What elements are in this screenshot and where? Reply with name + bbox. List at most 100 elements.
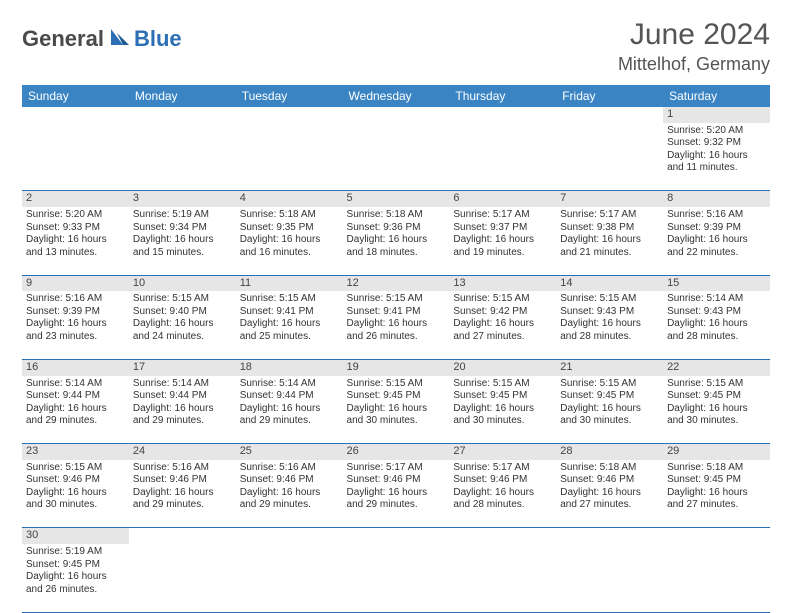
day-number-cell (22, 107, 129, 123)
daylight-line: Daylight: 16 hours and 23 minutes. (26, 318, 125, 343)
day-number-row: 1 (22, 107, 770, 123)
day-number-cell: 28 (556, 444, 663, 460)
sunrise-line: Sunrise: 5:15 AM (667, 378, 766, 391)
day-number-cell: 20 (449, 359, 556, 375)
day-number-cell: 15 (663, 275, 770, 291)
sunset-line: Sunset: 9:35 PM (240, 222, 339, 235)
weekday-header: Saturday (663, 85, 770, 107)
daylight-line: Daylight: 16 hours and 29 minutes. (347, 487, 446, 512)
daylight-line: Daylight: 16 hours and 21 minutes. (560, 234, 659, 259)
day-cell: Sunrise: 5:16 AMSunset: 9:39 PMDaylight:… (22, 291, 129, 359)
sunrise-line: Sunrise: 5:15 AM (347, 378, 446, 391)
day-cell: Sunrise: 5:15 AMSunset: 9:45 PMDaylight:… (663, 376, 770, 444)
day-content-row: Sunrise: 5:16 AMSunset: 9:39 PMDaylight:… (22, 291, 770, 359)
daylight-line: Daylight: 16 hours and 28 minutes. (667, 318, 766, 343)
day-number-cell: 27 (449, 444, 556, 460)
day-number-cell: 22 (663, 359, 770, 375)
sunset-line: Sunset: 9:46 PM (560, 474, 659, 487)
daylight-line: Daylight: 16 hours and 27 minutes. (453, 318, 552, 343)
sunrise-line: Sunrise: 5:18 AM (347, 209, 446, 222)
day-number-cell (343, 107, 450, 123)
day-number-row: 30 (22, 528, 770, 544)
day-cell: Sunrise: 5:16 AMSunset: 9:46 PMDaylight:… (129, 460, 236, 528)
daylight-line: Daylight: 16 hours and 29 minutes. (133, 487, 232, 512)
day-number-cell: 14 (556, 275, 663, 291)
day-number-cell: 18 (236, 359, 343, 375)
sunset-line: Sunset: 9:46 PM (347, 474, 446, 487)
day-cell (556, 544, 663, 612)
day-content-row: Sunrise: 5:15 AMSunset: 9:46 PMDaylight:… (22, 460, 770, 528)
day-cell: Sunrise: 5:20 AMSunset: 9:33 PMDaylight:… (22, 207, 129, 275)
sunrise-line: Sunrise: 5:17 AM (453, 462, 552, 475)
sunrise-line: Sunrise: 5:18 AM (560, 462, 659, 475)
sunset-line: Sunset: 9:45 PM (560, 390, 659, 403)
daylight-line: Daylight: 16 hours and 28 minutes. (560, 318, 659, 343)
sunrise-line: Sunrise: 5:14 AM (133, 378, 232, 391)
sunset-line: Sunset: 9:43 PM (560, 306, 659, 319)
daylight-line: Daylight: 16 hours and 29 minutes. (26, 403, 125, 428)
day-cell: Sunrise: 5:16 AMSunset: 9:46 PMDaylight:… (236, 460, 343, 528)
sunset-line: Sunset: 9:37 PM (453, 222, 552, 235)
daylight-line: Daylight: 16 hours and 16 minutes. (240, 234, 339, 259)
day-content-row: Sunrise: 5:14 AMSunset: 9:44 PMDaylight:… (22, 376, 770, 444)
sunset-line: Sunset: 9:46 PM (240, 474, 339, 487)
sunrise-line: Sunrise: 5:16 AM (133, 462, 232, 475)
day-content-row: Sunrise: 5:20 AMSunset: 9:32 PMDaylight:… (22, 123, 770, 191)
daylight-line: Daylight: 16 hours and 22 minutes. (667, 234, 766, 259)
day-cell (449, 544, 556, 612)
daylight-line: Daylight: 16 hours and 30 minutes. (26, 487, 125, 512)
day-cell (129, 123, 236, 191)
day-number-row: 16171819202122 (22, 359, 770, 375)
day-number-cell (236, 107, 343, 123)
day-number-cell: 3 (129, 191, 236, 207)
day-cell: Sunrise: 5:14 AMSunset: 9:44 PMDaylight:… (236, 376, 343, 444)
day-cell: Sunrise: 5:15 AMSunset: 9:45 PMDaylight:… (343, 376, 450, 444)
day-cell: Sunrise: 5:15 AMSunset: 9:45 PMDaylight:… (556, 376, 663, 444)
sunrise-line: Sunrise: 5:15 AM (453, 293, 552, 306)
daylight-line: Daylight: 16 hours and 25 minutes. (240, 318, 339, 343)
sunrise-line: Sunrise: 5:17 AM (453, 209, 552, 222)
sunset-line: Sunset: 9:44 PM (133, 390, 232, 403)
sunset-line: Sunset: 9:45 PM (347, 390, 446, 403)
sunrise-line: Sunrise: 5:19 AM (133, 209, 232, 222)
daylight-line: Daylight: 16 hours and 30 minutes. (453, 403, 552, 428)
day-number-cell: 25 (236, 444, 343, 460)
day-cell (22, 123, 129, 191)
daylight-line: Daylight: 16 hours and 27 minutes. (560, 487, 659, 512)
day-number-cell: 29 (663, 444, 770, 460)
calendar-table: Sunday Monday Tuesday Wednesday Thursday… (22, 85, 770, 613)
sunset-line: Sunset: 9:41 PM (347, 306, 446, 319)
day-cell: Sunrise: 5:17 AMSunset: 9:46 PMDaylight:… (449, 460, 556, 528)
logo-text-blue: Blue (134, 26, 182, 52)
day-number-cell: 7 (556, 191, 663, 207)
day-cell: Sunrise: 5:15 AMSunset: 9:40 PMDaylight:… (129, 291, 236, 359)
day-number-cell: 6 (449, 191, 556, 207)
day-number-cell: 8 (663, 191, 770, 207)
day-cell (343, 123, 450, 191)
day-cell: Sunrise: 5:15 AMSunset: 9:41 PMDaylight:… (343, 291, 450, 359)
day-number-cell: 30 (22, 528, 129, 544)
title-block: June 2024 Mittelhof, Germany (618, 18, 770, 75)
daylight-line: Daylight: 16 hours and 18 minutes. (347, 234, 446, 259)
day-number-cell: 1 (663, 107, 770, 123)
day-number-cell (236, 528, 343, 544)
day-cell: Sunrise: 5:18 AMSunset: 9:45 PMDaylight:… (663, 460, 770, 528)
day-cell: Sunrise: 5:14 AMSunset: 9:44 PMDaylight:… (129, 376, 236, 444)
sunset-line: Sunset: 9:45 PM (667, 390, 766, 403)
daylight-line: Daylight: 16 hours and 30 minutes. (347, 403, 446, 428)
day-cell: Sunrise: 5:18 AMSunset: 9:35 PMDaylight:… (236, 207, 343, 275)
day-cell (236, 123, 343, 191)
sunrise-line: Sunrise: 5:20 AM (26, 209, 125, 222)
sunset-line: Sunset: 9:44 PM (240, 390, 339, 403)
daylight-line: Daylight: 16 hours and 15 minutes. (133, 234, 232, 259)
header: General Blue June 2024 Mittelhof, German… (22, 18, 770, 75)
day-cell: Sunrise: 5:15 AMSunset: 9:45 PMDaylight:… (449, 376, 556, 444)
sunset-line: Sunset: 9:45 PM (26, 559, 125, 572)
weekday-header: Sunday (22, 85, 129, 107)
day-cell: Sunrise: 5:20 AMSunset: 9:32 PMDaylight:… (663, 123, 770, 191)
daylight-line: Daylight: 16 hours and 11 minutes. (667, 150, 766, 175)
logo-text-general: General (22, 26, 104, 52)
month-title: June 2024 (618, 18, 770, 52)
weekday-header: Wednesday (343, 85, 450, 107)
weekday-header: Tuesday (236, 85, 343, 107)
